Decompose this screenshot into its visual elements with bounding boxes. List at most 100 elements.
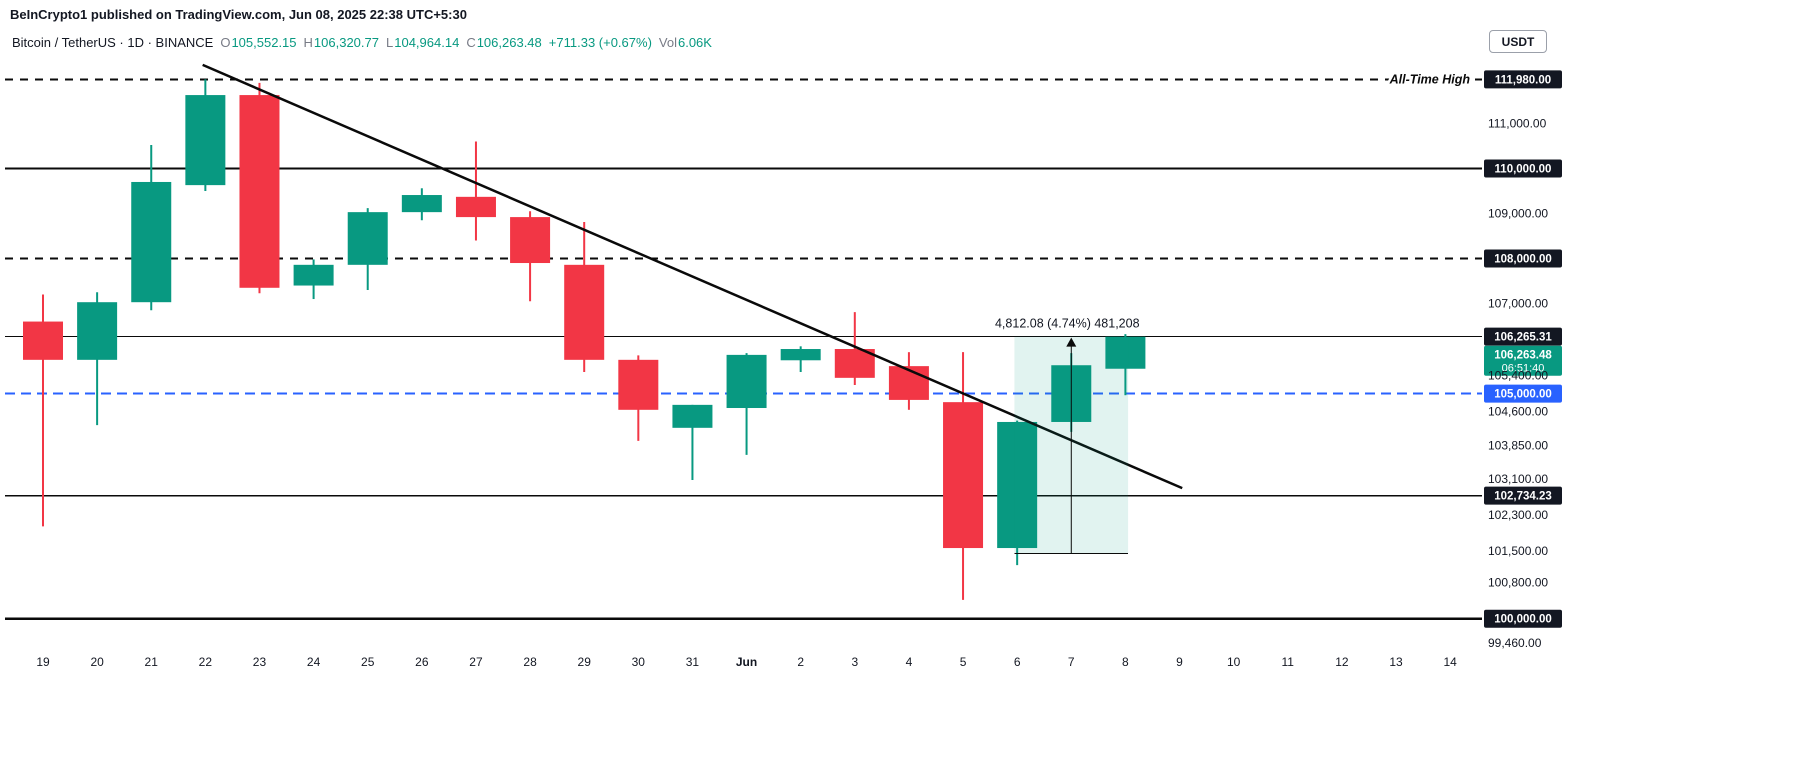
candle-body [997,421,1038,549]
date-axis-label: 20 [90,655,104,669]
bar-countdown: 06:51:40 [1502,363,1545,375]
ohlc-low: L104,964.14 [386,35,459,50]
ohlc-open-key: O [220,35,231,50]
price-level-badge [1484,384,1562,403]
volume-value: 6.06K [677,35,712,50]
candle-body [510,217,551,264]
price-level-value: 100,000.00 [1494,614,1552,626]
date-axis-label: 21 [145,655,159,669]
date-axis-label: 31 [686,655,700,669]
candle-body [185,95,226,186]
current-price-badge [1484,345,1562,376]
price-level-badge [1484,70,1562,89]
ohlc-open-value: 105,552.15 [231,35,297,50]
ohlc-close-value: 106,263.48 [476,35,542,50]
date-axis-label: 3 [851,655,858,669]
date-axis-label: 5 [960,655,967,669]
price-level-value: 102,734.23 [1494,491,1552,503]
date-axis-label: 25 [361,655,375,669]
ohlc-low-key: L [386,35,394,50]
price-axis-tick: 101,500.00 [1488,544,1548,558]
price-axis-tick: 109,000.00 [1488,206,1548,220]
date-axis-label: 7 [1068,655,1075,669]
candle-body [347,212,388,265]
date-axis-label: 30 [632,655,646,669]
candle-body [23,321,63,360]
candle-body [780,349,821,361]
ohlc-low-value: 104,964.14 [394,35,460,50]
price-level-value: 110,000.00 [1495,163,1552,175]
price-axis-tick: 103,850.00 [1488,438,1548,452]
price-axis-tick: 100,800.00 [1488,576,1548,590]
price-axis-tick: 105,400.00 [1488,369,1548,383]
candle-body [131,181,172,303]
date-axis-label: 4 [906,655,913,669]
symbol-title[interactable]: Bitcoin / TetherUS · 1D · BINANCE [12,35,214,50]
descending-trendline[interactable] [202,63,1183,490]
candle-body [726,354,767,409]
volume: Vol6.06K [659,35,712,50]
candle-body [618,359,659,410]
candle-body [1105,336,1146,369]
ohlc-high: H106,320.77 [304,35,379,50]
symbol-legend: Bitcoin / TetherUS · 1D · BINANCE O105,5… [12,35,712,50]
attribution[interactable]: BeInCrypto1 published on TradingView.com… [10,7,467,22]
price-axis-tick: 107,000.00 [1488,297,1548,311]
date-axis-label: 14 [1443,655,1457,669]
candle-body [293,264,334,286]
date-axis-label: 24 [307,655,321,669]
price-axis-tick: 103,100.00 [1488,472,1548,486]
ohlc-high-value: 106,320.77 [313,35,379,50]
candle-body [455,196,496,218]
price-axis-tick: 99,460.00 [1488,636,1542,650]
date-axis-label: 27 [469,655,483,669]
measurement-label: 4,812.08 (4.74%) 481,208 [995,317,1140,331]
candle-body [239,95,280,288]
date-axis-label: 22 [199,655,213,669]
price-axis-tick: 104,600.00 [1488,405,1548,419]
price-axis-tick: 111,000.00 [1488,116,1547,130]
date-axis-label: 19 [36,655,50,669]
candle-body [77,302,118,360]
date-axis-label: 2 [797,655,804,669]
candle-body [401,195,442,213]
price-level-value: 105,000.00 [1494,389,1552,401]
ohlc-close: C106,263.48 [466,35,541,50]
price-axis-tick: 102,300.00 [1488,508,1548,522]
date-axis-label: Jun [736,655,757,669]
ohlc-high-key: H [303,35,313,50]
date-axis-label: 8 [1122,655,1129,669]
candle-body [564,264,605,360]
date-axis-label: 12 [1335,655,1349,669]
price-level-badge [1484,327,1562,346]
date-axis-label: 9 [1176,655,1183,669]
change-value: +711.33 (+0.67%) [548,35,652,50]
currency-usdt-button[interactable]: USDT [1489,30,1547,53]
date-axis-label: 6 [1014,655,1021,669]
ohlc-open: O105,552.15 [220,35,296,50]
date-axis-label: 23 [253,655,267,669]
ohlc-close-key: C [466,35,476,50]
candle-body [943,402,984,549]
date-axis-label: 10 [1227,655,1241,669]
candle-body [672,404,713,428]
price-level-value: 111,980.00 [1495,74,1551,86]
price-level-badge [1484,159,1562,178]
date-axis-label: 11 [1282,655,1295,669]
price-level-badge [1484,609,1562,628]
price-level-value: 108,000.00 [1494,254,1552,266]
price-level-badge [1484,249,1562,268]
candle-body [888,366,929,400]
current-price-value: 106,263.48 [1494,350,1552,362]
date-axis-label: 26 [415,655,429,669]
measurement-arrow-icon [1066,337,1077,347]
candle-body [834,349,875,378]
all-time-high-label: All-Time High [1389,72,1471,86]
volume-label: Vol [658,35,677,50]
date-axis-label: 13 [1389,655,1403,669]
date-axis-label: 29 [578,655,592,669]
price-level-badge [1484,486,1562,505]
date-axis-label: 28 [523,655,537,669]
